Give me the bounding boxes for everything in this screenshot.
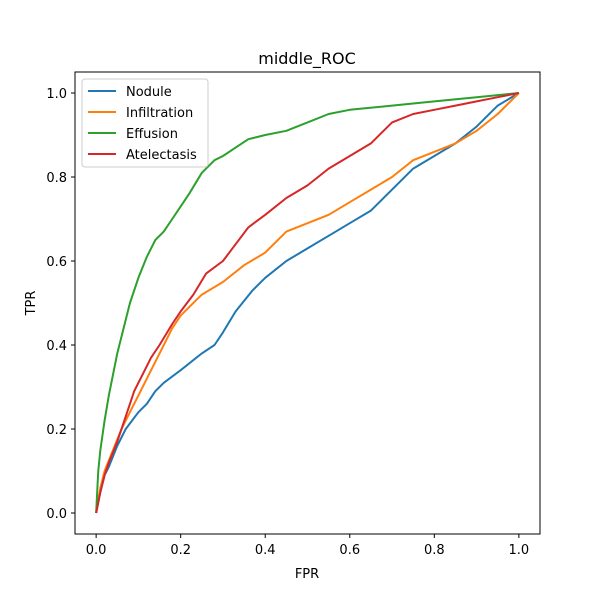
ticks-layer: 0.0 0.2 0.4 0.6 0.8 1.0 0.0 0.2 0.4 0.6 0.8 1.0 (46, 87, 529, 558)
x-tick-label: 0.6 (339, 543, 360, 558)
plot-frame (74, 71, 541, 535)
y-tick-label: 0.6 (46, 255, 67, 270)
y-tick-label: 0.0 (46, 507, 67, 522)
y-tick-label: 1.0 (46, 87, 67, 102)
series-layer (95, 92, 520, 514)
legend-label-atelectasis: Atelectasis (126, 148, 197, 163)
series-line-nodule (95, 92, 520, 514)
legend-label-effusion: Effusion (126, 127, 178, 142)
x-tick-label: 0.4 (255, 543, 276, 558)
x-tick-label: 0.2 (170, 543, 191, 558)
x-tick-label: 0.0 (86, 543, 107, 558)
chart-title: middle_ROC (258, 49, 356, 69)
x-axis-label: FPR (295, 567, 319, 582)
y-tick-label: 0.2 (46, 423, 67, 438)
x-tick-label: 1.0 (509, 543, 530, 558)
legend-box (81, 78, 209, 168)
y-axis-label: TPR (24, 291, 39, 317)
legend-label-infiltration: Infiltration (126, 106, 193, 121)
y-tick-label: 0.4 (46, 339, 67, 354)
series-line-effusion (95, 92, 519, 514)
legend-label-nodule: Nodule (126, 85, 172, 100)
legend: Nodule Infiltration Effusion Atelectasis (81, 78, 209, 168)
y-tick-label: 0.8 (46, 171, 67, 186)
x-tick-label: 0.8 (424, 543, 445, 558)
series-line-atelectasis (95, 92, 520, 514)
